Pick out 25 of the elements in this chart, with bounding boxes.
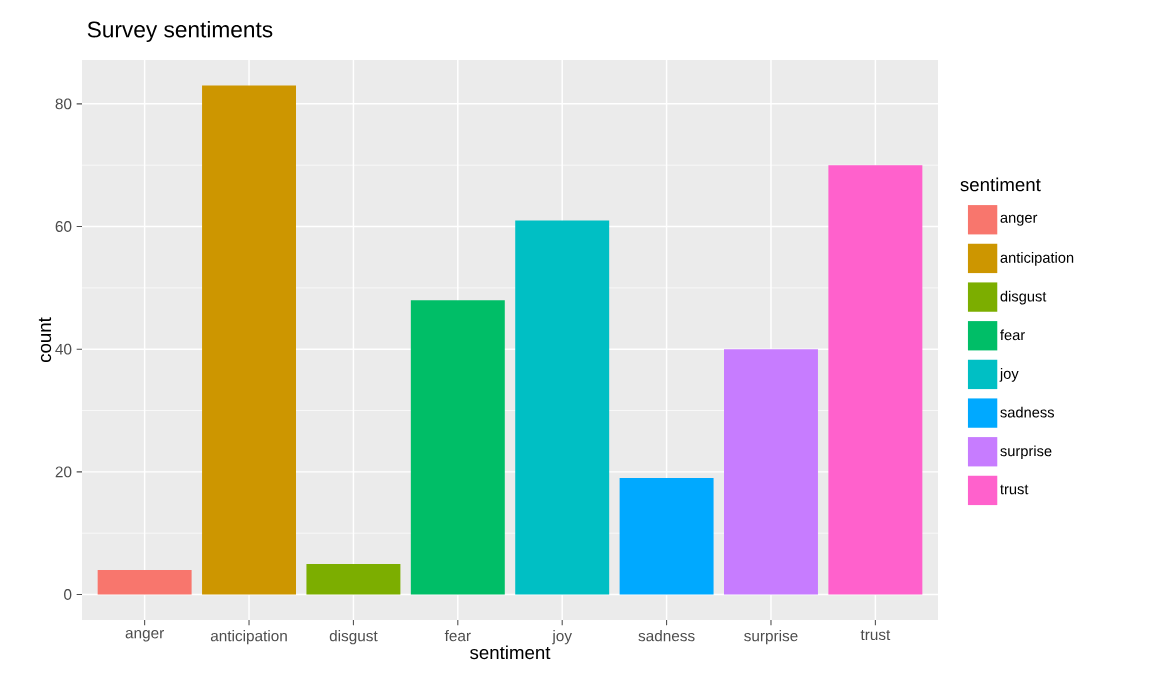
x-tick-label: trust [860,630,891,641]
x-tick-label: surprise [744,630,798,645]
y-tick-label: 40 [55,343,72,355]
y-tick-label: 80 [55,98,72,110]
x-tick-label: anger [125,630,164,642]
legend-label: joy [999,368,1019,382]
legend-label: anger [1000,214,1038,226]
legend-label: fear [1000,329,1025,341]
y-tick-label: 0 [64,589,72,600]
y-tick-label: 20 [55,466,72,478]
y-tick-label: 60 [55,221,72,232]
chart-title: Survey sentiments [87,20,273,42]
legend-label: trust [1000,484,1029,495]
legend-label: sadness [1000,406,1055,418]
legend-label: surprise [1000,445,1052,460]
x-tick-label: disgust [329,630,378,645]
legend-title: sentiment [960,177,1041,192]
x-axis-title: sentiment [470,645,551,660]
legend-label: disgust [1000,290,1047,305]
x-tick-label: sadness [638,630,695,642]
x-tick-label: joy [552,630,572,645]
y-axis-title: count [38,317,52,363]
x-tick-label: anticipation [210,630,287,645]
legend-label: anticipation [1000,252,1074,266]
x-tick-label: fear [444,630,471,642]
